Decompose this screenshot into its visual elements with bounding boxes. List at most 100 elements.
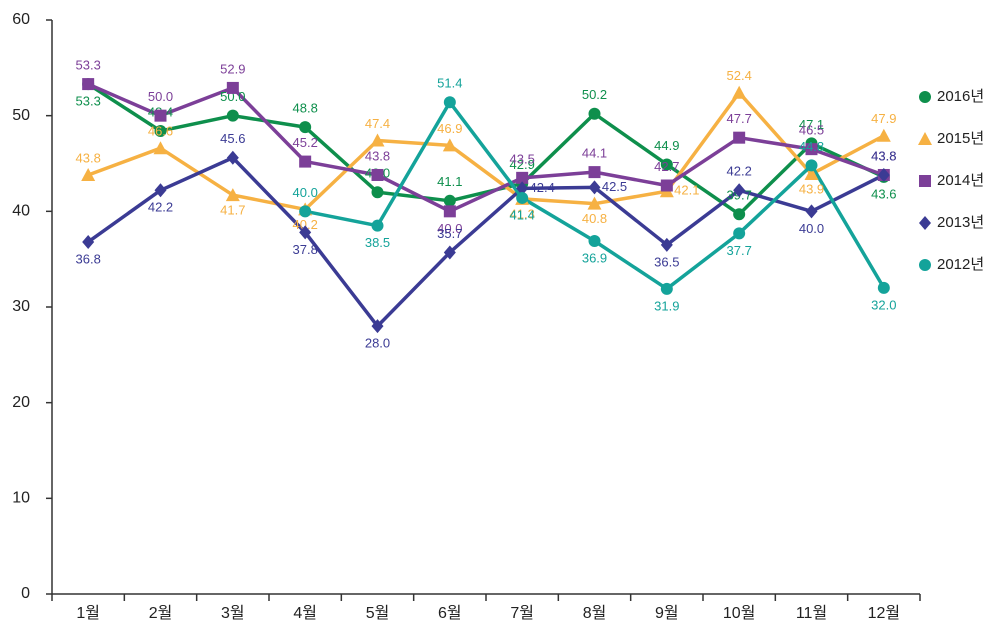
data-label: 47.7	[727, 111, 752, 126]
series-line	[87, 82, 885, 214]
point	[660, 158, 673, 171]
y-tick-label: 0	[21, 585, 30, 602]
point	[732, 85, 747, 99]
data-label: 42.2	[727, 164, 752, 179]
point	[82, 78, 95, 91]
data-label: 35.7	[437, 226, 462, 241]
point	[805, 159, 818, 172]
point	[805, 204, 818, 219]
data-label: 50.0	[220, 89, 245, 104]
data-label: 53.3	[76, 94, 101, 109]
point	[443, 245, 456, 260]
data-label: 42.7	[654, 159, 679, 174]
point	[588, 234, 601, 247]
point	[442, 138, 457, 152]
point	[226, 81, 239, 94]
data-label: 36.9	[582, 250, 607, 265]
point	[371, 186, 384, 199]
data-label: 50.2	[582, 87, 607, 102]
series-line	[87, 82, 885, 216]
point	[371, 319, 384, 334]
data-label: 32.0	[871, 297, 896, 312]
data-label: 43.8	[76, 150, 101, 165]
point	[299, 225, 312, 240]
legend-marker	[919, 259, 931, 271]
data-label: 43.8	[871, 148, 896, 163]
data-label: 42.2	[148, 200, 173, 215]
point	[660, 282, 673, 295]
legend-label: 2012년	[937, 256, 984, 273]
point	[516, 191, 529, 204]
data-label: 36.5	[654, 254, 679, 269]
data-label: 47.9	[871, 111, 896, 126]
point	[876, 128, 891, 142]
x-tick-label: 1월	[76, 604, 100, 622]
data-label: 36.8	[76, 251, 101, 266]
point	[371, 219, 384, 232]
data-label: 44.9	[654, 138, 679, 153]
legend-marker	[919, 175, 931, 187]
point	[588, 107, 601, 120]
series-line	[87, 156, 885, 328]
data-label: 40.0	[437, 221, 462, 236]
data-label: 44.1	[582, 146, 607, 161]
y-tick-label: 60	[12, 11, 30, 28]
point	[370, 133, 385, 147]
x-tick-label: 8월	[583, 604, 607, 622]
x-tick-label: 2월	[149, 604, 173, 622]
point	[588, 166, 601, 179]
y-tick-label: 10	[12, 490, 30, 507]
y-tick-label: 20	[12, 394, 30, 411]
data-label: 46.9	[437, 121, 462, 136]
data-label: 41.1	[437, 174, 462, 189]
x-tick-label: 5월	[366, 604, 390, 622]
point	[371, 168, 384, 181]
series-line	[87, 90, 885, 212]
point	[443, 96, 456, 109]
data-label: 53.3	[76, 58, 101, 73]
data-label: 47.4	[365, 116, 390, 131]
legend-marker	[919, 216, 931, 230]
point	[299, 205, 312, 218]
data-label: 43.8	[871, 148, 896, 163]
point	[877, 281, 890, 294]
data-label: 42.9	[510, 157, 535, 172]
point	[516, 171, 529, 184]
point	[153, 141, 168, 155]
data-label: 28.0	[365, 336, 390, 351]
legend-label: 2013년	[937, 214, 984, 231]
point	[154, 183, 167, 198]
data-label: 37.7	[727, 243, 752, 258]
legend-label: 2016년	[937, 88, 984, 105]
point	[226, 150, 239, 165]
data-label: 41.3	[510, 206, 535, 221]
point	[299, 155, 312, 168]
data-label: 43.6	[871, 186, 896, 201]
data-label: 50.0	[148, 89, 173, 104]
x-tick-label: 10월	[723, 604, 756, 622]
data-label: 46.6	[148, 124, 173, 139]
x-tick-label: 6월	[438, 604, 462, 622]
point	[82, 234, 95, 249]
x-tick-label: 4월	[293, 604, 317, 622]
data-label: 43.8	[365, 148, 390, 163]
data-label: 40.0	[799, 221, 824, 236]
data-label: 47.1	[799, 117, 824, 132]
point	[733, 227, 746, 240]
data-label: 41.4	[510, 207, 535, 222]
y-tick-label: 30	[12, 298, 30, 315]
data-label: 40.2	[293, 217, 318, 232]
data-label: 45.6	[220, 131, 245, 146]
point	[443, 205, 456, 218]
point	[226, 109, 239, 122]
point	[299, 121, 312, 134]
point	[660, 179, 673, 192]
data-label: 46.5	[799, 123, 824, 138]
data-label: 42.1	[674, 183, 699, 198]
x-tick-label: 7월	[510, 604, 534, 622]
point	[154, 109, 167, 122]
data-label: 31.9	[654, 298, 679, 313]
data-label: 43.9	[799, 181, 824, 196]
data-label: 38.5	[365, 235, 390, 250]
